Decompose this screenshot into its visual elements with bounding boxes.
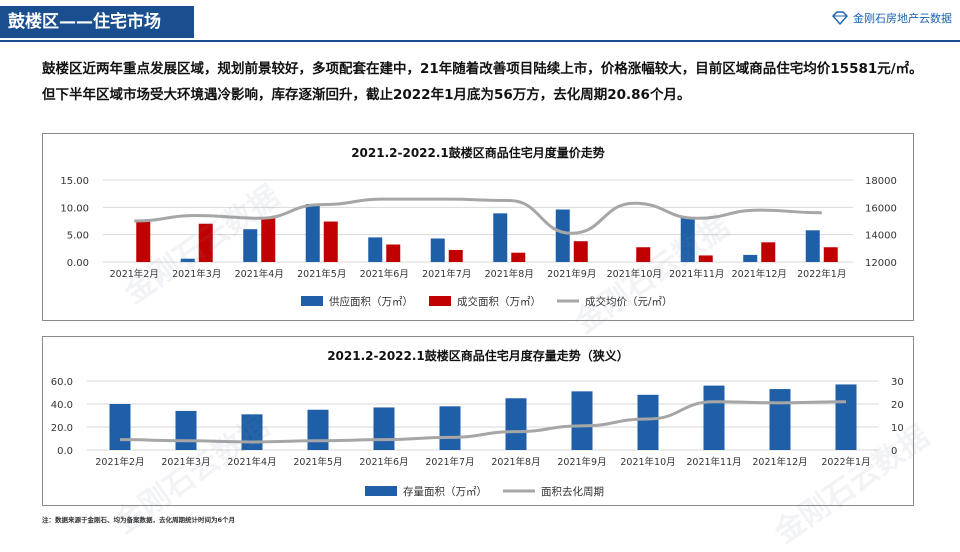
category-label: 2021年10月 xyxy=(607,268,662,280)
right-tick-label: 20 xyxy=(891,400,904,411)
right-tick-label: 16000 xyxy=(865,203,897,214)
left-tick-label: 40.0 xyxy=(51,400,73,411)
category-label: 2021年11月 xyxy=(686,456,741,468)
category-label: 2021年10月 xyxy=(620,456,675,468)
category-label: 2021年4月 xyxy=(227,456,276,468)
left-tick-label: 20.0 xyxy=(51,423,73,434)
left-tick-label: 5.00 xyxy=(67,231,89,242)
brand-logo: 金刚石房地产云数据 xyxy=(831,6,952,30)
left-tick-label: 15.00 xyxy=(60,176,89,187)
legend-label: 成交均价（元/㎡） xyxy=(585,295,673,308)
bar xyxy=(307,409,329,450)
series-line xyxy=(134,197,822,235)
bar xyxy=(511,252,526,262)
category-label: 2021年5月 xyxy=(293,456,342,468)
category-label: 2021年12月 xyxy=(732,268,787,280)
chart-price-volume: 0.00 5.00 10.00 15.00 12000 14000 16000 18000 20… xyxy=(60,176,897,308)
bar xyxy=(180,258,195,262)
bar xyxy=(323,221,338,262)
bar xyxy=(439,406,461,450)
bar xyxy=(573,241,588,262)
bar xyxy=(386,244,401,262)
legend-swatch xyxy=(301,296,323,306)
bar xyxy=(493,213,508,262)
bar xyxy=(769,389,791,450)
bar xyxy=(373,407,395,450)
left-tick-label: 0.0 xyxy=(57,446,73,457)
bar xyxy=(198,223,213,262)
category-label: 2021年12月 xyxy=(752,456,807,468)
category-label: 2021年6月 xyxy=(360,268,409,280)
bar xyxy=(136,220,151,262)
category-label: 2021年11月 xyxy=(669,268,724,280)
bar xyxy=(109,404,131,450)
left-tick-label: 10.00 xyxy=(60,203,89,214)
bar xyxy=(241,414,263,450)
category-label: 2022年1月 xyxy=(821,456,870,468)
chart-title: 2021.2-2022.1鼓楼区商品住宅月度存量走势（狭义） xyxy=(327,349,629,363)
bar xyxy=(823,247,838,262)
source-note: 注：数据来源于金刚石、均为备案数据，去化周期统计时间为6个月 xyxy=(42,516,236,524)
bar xyxy=(835,384,857,450)
category-label: 2021年2月 xyxy=(95,456,144,468)
bar xyxy=(680,217,695,262)
category-label: 2021年7月 xyxy=(422,268,471,280)
category-label: 2021年9月 xyxy=(557,456,606,468)
right-tick-label: 10 xyxy=(891,423,904,434)
legend-label: 面积去化周期 xyxy=(541,485,604,498)
legend-label: 成交面积（万㎡） xyxy=(457,295,541,308)
chart-inventory: 0.0 20.0 40.0 60.0 0 10 20 30 2021年2月 2021年3月 2021… xyxy=(51,377,904,498)
right-tick-label: 14000 xyxy=(865,231,897,242)
bar xyxy=(703,385,725,450)
category-label: 2021年2月 xyxy=(110,268,159,280)
chart-title: 2021.2-2022.1鼓楼区商品住宅月度量价走势 xyxy=(351,146,605,160)
left-tick-label: 0.00 xyxy=(67,258,89,269)
bar xyxy=(430,238,445,262)
bar xyxy=(743,254,758,262)
bar xyxy=(448,249,463,262)
category-label: 2021年6月 xyxy=(359,456,408,468)
diamond-logo-icon xyxy=(832,11,848,25)
bar xyxy=(305,204,320,262)
category-label: 2021年9月 xyxy=(547,268,596,280)
right-tick-label: 12000 xyxy=(865,258,897,269)
category-label: 2021年3月 xyxy=(161,456,210,468)
right-tick-label: 18000 xyxy=(865,176,897,187)
chart-panel-inventory: 2021.2-2022.1鼓楼区商品住宅月度存量走势（狭义） 0.0 20.0 40… xyxy=(42,336,914,506)
left-tick-label: 60.0 xyxy=(51,377,73,388)
intro-paragraph: 鼓楼区近两年重点发展区域，规划前景较好，多项配套在建中，21年随着改善项目陆续上… xyxy=(42,61,923,103)
bar xyxy=(698,255,713,262)
bar xyxy=(505,398,527,450)
chart-panel-price-volume: 2021.2-2022.1鼓楼区商品住宅月度量价走势 0.00 5.00 10.00… xyxy=(42,133,914,321)
category-label: 2021年5月 xyxy=(297,268,346,280)
category-label: 2021年8月 xyxy=(491,456,540,468)
bar xyxy=(261,217,276,262)
right-tick-label: 30 xyxy=(891,377,904,388)
right-tick-label: 0 xyxy=(891,446,897,457)
header-divider xyxy=(0,40,960,42)
category-label: 2022年1月 xyxy=(797,268,846,280)
bar xyxy=(243,229,258,262)
page-title: 鼓楼区——住宅市场 xyxy=(0,6,194,38)
logo-text: 金刚石房地产云数据 xyxy=(853,12,952,25)
legend-swatch xyxy=(429,296,451,306)
category-label: 2021年3月 xyxy=(172,268,221,280)
legend-swatch xyxy=(365,486,397,496)
legend-label: 供应面积（万㎡） xyxy=(329,295,413,308)
bar xyxy=(175,410,197,450)
category-label: 2021年7月 xyxy=(425,456,474,468)
bar xyxy=(368,237,383,262)
bar xyxy=(555,209,570,262)
bar xyxy=(761,242,776,262)
series-line xyxy=(119,400,847,444)
bar xyxy=(805,230,820,262)
category-label: 2021年4月 xyxy=(235,268,284,280)
bar xyxy=(571,391,593,450)
category-label: 2021年8月 xyxy=(485,268,534,280)
legend-label: 存量面积（万㎡） xyxy=(403,485,487,498)
bar xyxy=(637,394,659,450)
bar xyxy=(636,247,651,262)
